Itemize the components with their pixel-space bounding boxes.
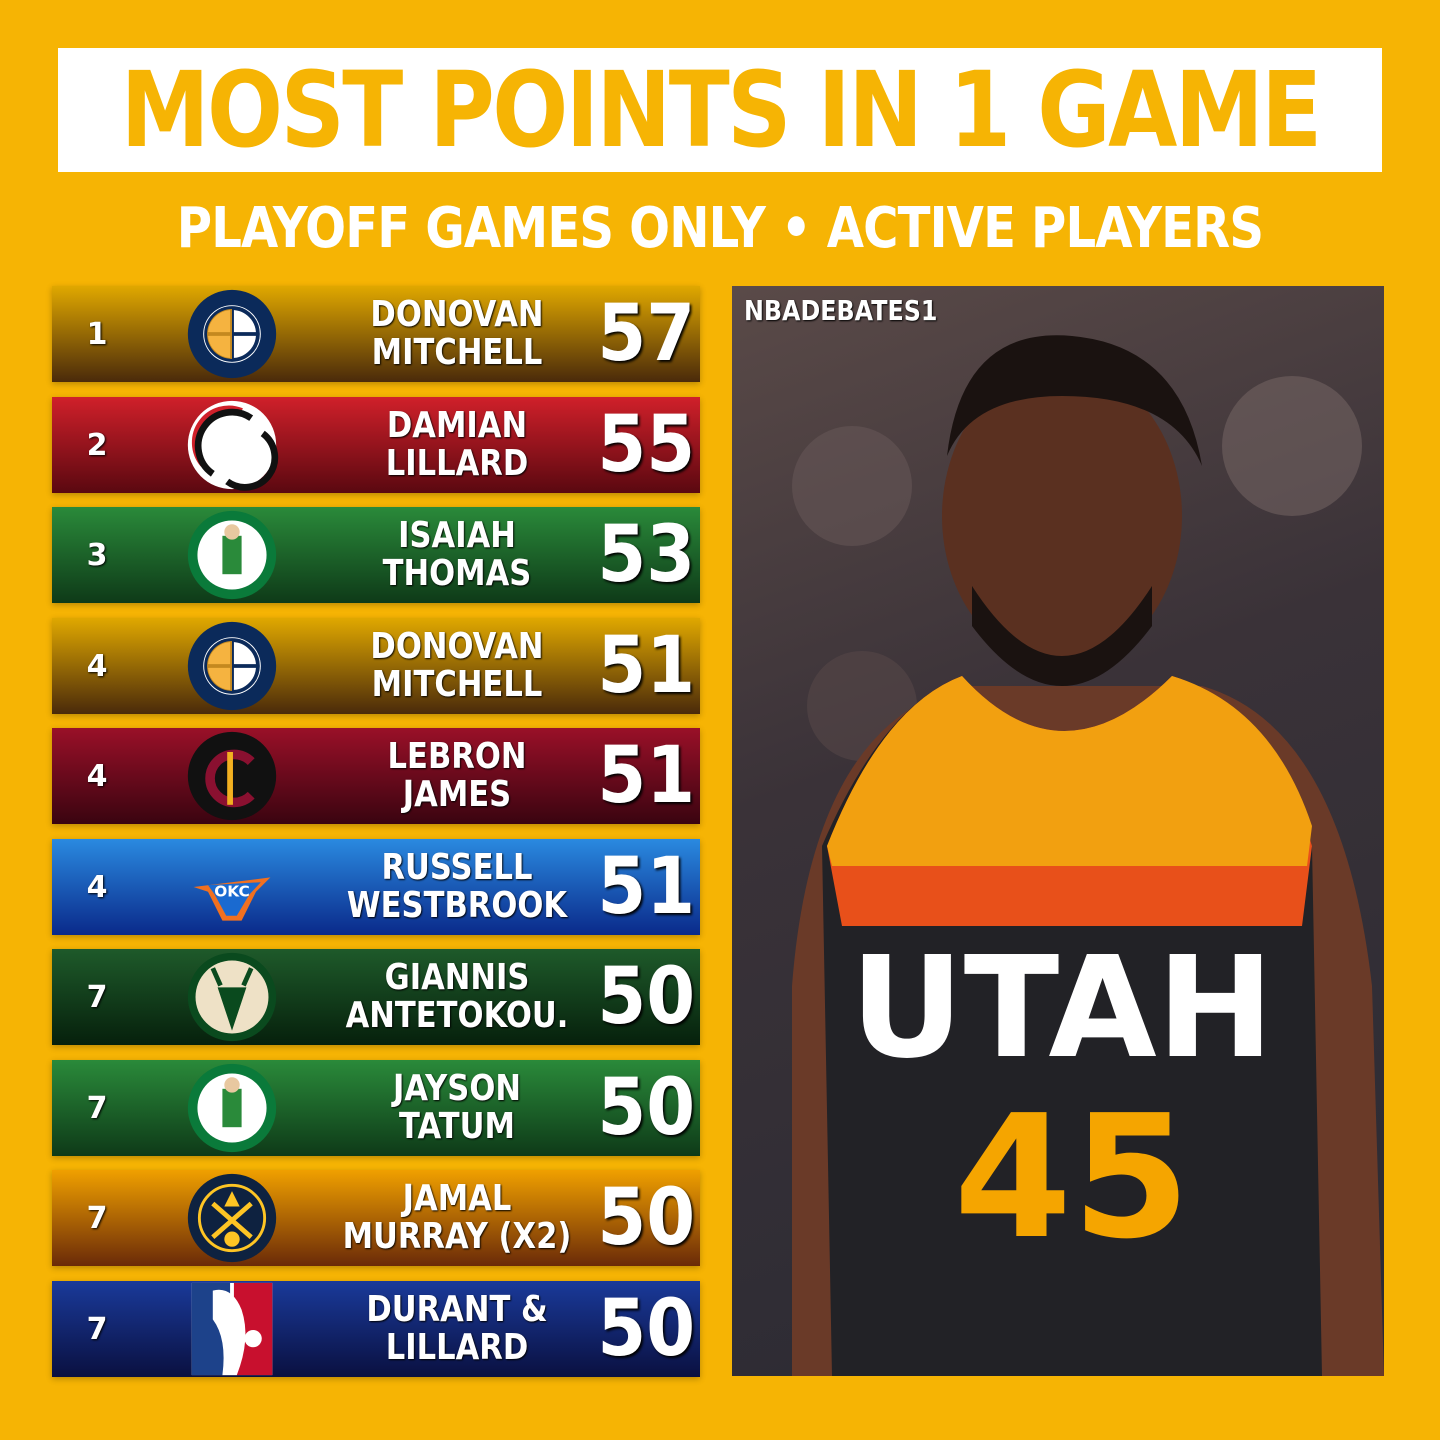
boston-celtics-logo <box>142 1060 322 1156</box>
points-value: 50 <box>597 1063 696 1153</box>
ranking-row: 3 ISAIAH THOMAS 53 <box>52 507 700 603</box>
boston-celtics-logo <box>142 507 322 603</box>
milwaukee-bucks-logo <box>142 949 322 1045</box>
rank-number: 3 <box>86 537 108 573</box>
rank-number: 4 <box>86 758 108 794</box>
player-name: DAMIAN LILLARD <box>385 405 529 484</box>
jersey-number: 45 <box>954 1079 1191 1277</box>
rank-number: 2 <box>86 427 108 463</box>
points-value: 50 <box>597 1284 696 1374</box>
player-name: JAYSON TATUM <box>393 1068 521 1147</box>
player-name: ISAIAH THOMAS <box>382 515 532 594</box>
points-value: 57 <box>597 289 696 379</box>
ranking-row: 2 DAMIAN LILLARD 55 <box>52 397 700 493</box>
watermark: NBADEBATES1 <box>744 294 938 327</box>
rank-number: 7 <box>86 1200 108 1236</box>
ranking-row: 4 OKC RUSSELL WESTBROOK 51 <box>52 839 700 935</box>
ranking-row: 4 DONOVAN MITCHELL 51 <box>52 618 700 714</box>
denver-nuggets-logo <box>142 1170 322 1266</box>
player-illustration: UTAH 45 <box>792 335 1384 1376</box>
points-value: 51 <box>597 621 696 711</box>
points-value: 50 <box>597 952 696 1042</box>
rank-number: 4 <box>86 648 108 684</box>
utah-jazz-logo <box>142 618 322 714</box>
points-value: 51 <box>597 842 696 932</box>
portland-trail-blazers-logo <box>142 397 322 493</box>
player-name: LEBRON JAMES <box>387 736 527 815</box>
title-banner: MOST POINTS IN 1 GAME <box>58 48 1382 172</box>
jersey-text: UTAH <box>850 927 1274 1090</box>
player-name: GIANNIS ANTETOKOU. <box>345 957 569 1036</box>
okc-thunder-logo: OKC <box>142 839 322 935</box>
player-name: RUSSELL WESTBROOK <box>346 847 568 926</box>
ranking-row: 7 JAMAL MURRAY (X2) 50 <box>52 1170 700 1266</box>
rank-number: 1 <box>86 316 108 352</box>
ranking-row: 1 DONOVAN MITCHELL 57 <box>52 286 700 382</box>
page-subtitle: PLAYOFF GAMES ONLY • ACTIVE PLAYERS <box>176 196 1264 261</box>
ranking-row: 7 GIANNIS ANTETOKOU. 50 <box>52 949 700 1045</box>
cleveland-cavaliers-logo <box>142 728 322 824</box>
points-value: 55 <box>597 400 696 490</box>
rank-number: 4 <box>86 869 108 905</box>
utah-jazz-logo <box>142 286 322 382</box>
points-value: 53 <box>597 510 696 600</box>
page-title: MOST POINTS IN 1 GAME <box>120 49 1322 171</box>
svg-text:OKC: OKC <box>214 883 250 901</box>
ranking-row: 4 LEBRON JAMES 51 <box>52 728 700 824</box>
player-photo: UTAH 45 NBADEBATES1 <box>732 286 1384 1376</box>
rank-number: 7 <box>86 979 108 1015</box>
player-name: DURANT & LILLARD <box>366 1289 548 1368</box>
player-name: DONOVAN MITCHELL <box>370 626 544 705</box>
points-value: 51 <box>597 731 696 821</box>
points-value: 50 <box>597 1173 696 1263</box>
nba-logo <box>142 1281 322 1377</box>
player-name: JAMAL MURRAY (X2) <box>342 1178 572 1257</box>
rank-number: 7 <box>86 1311 108 1347</box>
rank-number: 7 <box>86 1090 108 1126</box>
player-name: DONOVAN MITCHELL <box>370 294 544 373</box>
ranking-row: 7 DURANT & LILLARD 50 <box>52 1281 700 1377</box>
ranking-row: 7 JAYSON TATUM 50 <box>52 1060 700 1156</box>
